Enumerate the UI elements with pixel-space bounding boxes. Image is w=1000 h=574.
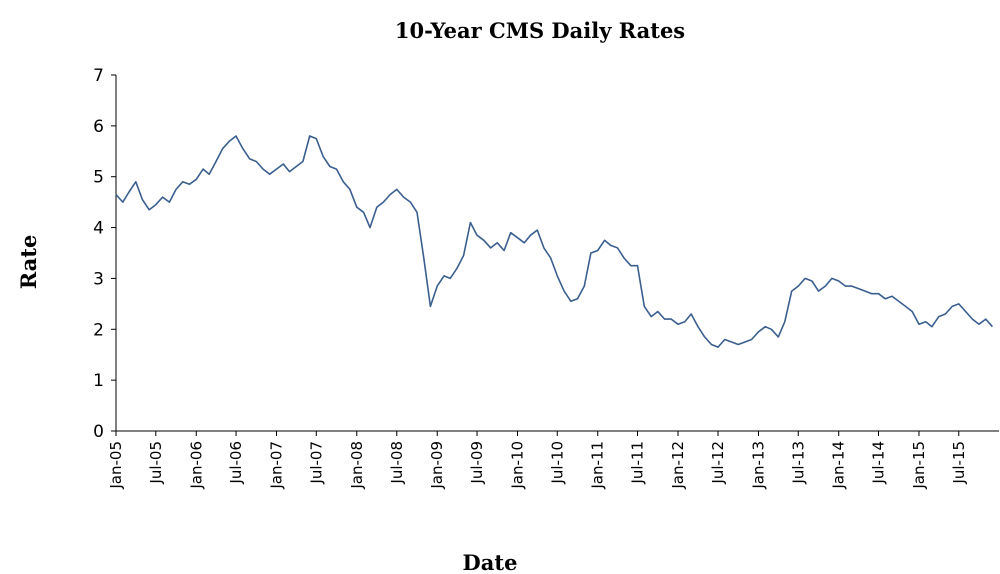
y-tick-label: 3	[93, 269, 104, 289]
y-axis-title: Rate	[16, 235, 41, 290]
x-tick-label: Jul-10	[548, 441, 566, 485]
y-tick-label: 1	[93, 371, 104, 391]
x-tick-label: Jan-05	[107, 441, 125, 490]
x-tick-label: Jan-08	[348, 441, 366, 490]
x-tick-label: Jul-14	[870, 441, 888, 485]
x-tick-label: Jul-06	[227, 441, 245, 485]
x-axis-title: Date	[463, 550, 518, 574]
x-axis-ticks: Jan-05 Jul-05 Jan-06 Jul-06 Jan-07 Jul-07 Jan-…	[107, 431, 968, 490]
series-line	[115, 135, 994, 348]
x-tick-label: Jul-12	[709, 441, 727, 485]
y-tick-label: 0	[93, 422, 104, 442]
x-tick-label: Jul-11	[629, 441, 647, 485]
y-tick-label: 7	[93, 66, 104, 86]
y-tick-label: 4	[93, 219, 104, 239]
y-axis-ticks: 0 1 2 3 4 5 6 7	[93, 66, 116, 442]
x-tick-label: Jan-15	[910, 441, 928, 490]
y-tick-label: 6	[93, 117, 104, 137]
x-tick-label: Jul-13	[789, 441, 807, 485]
x-tick-label: Jan-13	[749, 441, 767, 490]
x-tick-label: Jul-07	[307, 441, 325, 485]
x-tick-label: Jan-11	[589, 441, 607, 490]
x-tick-label: Jan-06	[187, 441, 205, 490]
x-tick-label: Jul-15	[950, 441, 968, 485]
y-tick-label: 5	[93, 168, 104, 188]
x-tick-label: Jul-05	[147, 441, 165, 485]
x-tick-label: Jul-09	[468, 441, 486, 485]
x-tick-label: Jan-12	[669, 441, 687, 490]
y-tick-label: 2	[93, 320, 104, 340]
chart-title: 10-Year CMS Daily Rates	[395, 18, 685, 43]
x-tick-label: Jan-14	[830, 441, 848, 490]
x-tick-label: Jan-10	[508, 441, 526, 490]
x-tick-label: Jan-09	[428, 441, 446, 490]
x-tick-label: Jul-08	[388, 441, 406, 485]
x-tick-label: Jan-07	[268, 441, 286, 490]
